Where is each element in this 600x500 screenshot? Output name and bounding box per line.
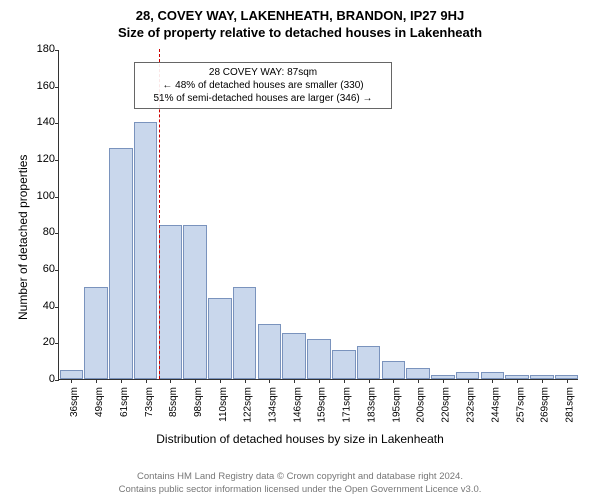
x-tick-label: 122sqm bbox=[243, 387, 254, 423]
x-tick-label: 49sqm bbox=[94, 387, 105, 417]
y-tick-label: 180 bbox=[25, 43, 55, 55]
histogram-bar bbox=[357, 346, 381, 379]
histogram-plot: 02040608010012014016018036sqm49sqm61sqm7… bbox=[58, 50, 578, 380]
y-tick-label: 20 bbox=[25, 336, 55, 348]
y-tick-label: 0 bbox=[25, 373, 55, 385]
x-tick-label: 110sqm bbox=[218, 387, 229, 422]
x-tick-label: 36sqm bbox=[69, 387, 80, 417]
y-tick-label: 120 bbox=[25, 153, 55, 165]
attribution-footer: Contains HM Land Registry data © Crown c… bbox=[0, 471, 600, 496]
page-subtitle: Size of property relative to detached ho… bbox=[0, 23, 600, 40]
histogram-bar bbox=[456, 372, 480, 379]
histogram-bar bbox=[382, 361, 406, 379]
x-tick-label: 85sqm bbox=[168, 387, 179, 417]
histogram-bar bbox=[84, 287, 108, 379]
x-tick-label: 61sqm bbox=[119, 387, 130, 417]
x-axis-label: Distribution of detached houses by size … bbox=[0, 432, 600, 446]
y-tick-label: 140 bbox=[25, 116, 55, 128]
annotation-line-3: 51% of semi-detached houses are larger (… bbox=[141, 92, 385, 105]
histogram-bar bbox=[332, 350, 356, 379]
x-tick-label: 73sqm bbox=[144, 387, 155, 417]
x-tick-label: 269sqm bbox=[540, 387, 551, 423]
x-tick-label: 244sqm bbox=[490, 387, 501, 423]
histogram-bar bbox=[183, 225, 207, 379]
x-tick-label: 171sqm bbox=[342, 387, 353, 423]
histogram-bar bbox=[134, 122, 158, 379]
histogram-bar bbox=[307, 339, 331, 379]
x-tick-label: 98sqm bbox=[193, 387, 204, 417]
annotation-line-2: ← 48% of detached houses are smaller (33… bbox=[141, 79, 385, 92]
histogram-bar bbox=[159, 225, 183, 379]
histogram-bar bbox=[282, 333, 306, 379]
footer-line-2: Contains public sector information licen… bbox=[0, 484, 600, 496]
y-tick-label: 80 bbox=[25, 226, 55, 238]
annotation-line-1: 28 COVEY WAY: 87sqm bbox=[141, 66, 385, 79]
y-tick-label: 60 bbox=[25, 263, 55, 275]
x-tick-label: 146sqm bbox=[292, 387, 303, 423]
x-tick-label: 183sqm bbox=[367, 387, 378, 423]
annotation-box: 28 COVEY WAY: 87sqm← 48% of detached hou… bbox=[134, 62, 392, 109]
x-tick-label: 281sqm bbox=[565, 387, 576, 423]
x-tick-label: 257sqm bbox=[515, 387, 526, 423]
x-tick-label: 220sqm bbox=[441, 387, 452, 423]
y-tick-label: 40 bbox=[25, 300, 55, 312]
y-tick-label: 160 bbox=[25, 80, 55, 92]
x-tick-label: 159sqm bbox=[317, 387, 328, 423]
footer-line-1: Contains HM Land Registry data © Crown c… bbox=[0, 471, 600, 483]
y-tick-label: 100 bbox=[25, 190, 55, 202]
histogram-bar bbox=[109, 148, 133, 379]
x-tick-label: 134sqm bbox=[267, 387, 278, 423]
histogram-bar bbox=[481, 372, 505, 379]
x-tick-label: 195sqm bbox=[391, 387, 402, 423]
histogram-bar bbox=[60, 370, 84, 379]
page-title-address: 28, COVEY WAY, LAKENHEATH, BRANDON, IP27… bbox=[0, 0, 600, 23]
histogram-bar bbox=[233, 287, 257, 379]
histogram-bar bbox=[258, 324, 282, 379]
x-tick-label: 232sqm bbox=[466, 387, 477, 423]
x-tick-label: 200sqm bbox=[416, 387, 427, 423]
histogram-bar bbox=[406, 368, 430, 379]
histogram-bar bbox=[208, 298, 232, 379]
